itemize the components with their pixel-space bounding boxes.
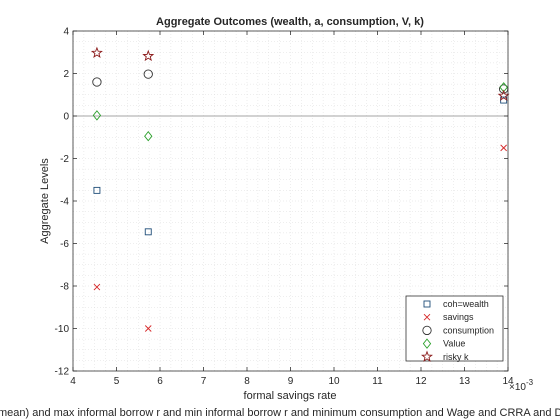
x-tick-label: 5: [114, 376, 120, 387]
legend-box: [405, 295, 504, 362]
y-axis-label: Aggregate Levels: [39, 158, 51, 244]
data-point-savings: [500, 144, 507, 152]
legend-entry-label: savings: [443, 312, 474, 322]
data-points: [90, 46, 510, 332]
x-tick-label: 8: [244, 376, 250, 387]
x-exponent-power: -3: [526, 378, 534, 387]
x-exponent-base: ×10: [509, 382, 526, 393]
data-point-risky-k: [90, 46, 103, 58]
data-point-coh-wealth: [144, 228, 152, 236]
y-tick-label: -10: [55, 324, 70, 335]
y-tick-label: -4: [60, 197, 69, 208]
x-tick-label: 11: [372, 376, 383, 387]
y-tick-label: -12: [55, 367, 70, 378]
legend-marker: [422, 338, 432, 349]
x-tick-label: 14: [502, 376, 514, 387]
data-point-consumption: [92, 77, 102, 87]
legend-marker: [422, 325, 432, 336]
legend-entry-label: Value: [443, 339, 465, 349]
x-tick-label: 13: [459, 376, 471, 387]
legend: coh=wealth savings consumption Value risky k: [405, 295, 504, 362]
legend-marker: [423, 313, 431, 321]
y-tick-label: -2: [60, 154, 69, 165]
data-point-value: [144, 130, 153, 142]
legend-entry-label: coh=wealth: [443, 299, 489, 309]
chart-title: Aggregate Outcomes (wealth, a, consumpti…: [156, 16, 424, 28]
y-tick-label: 4: [63, 27, 69, 38]
x-tick-label: 10: [328, 376, 340, 387]
data-point-risky-k: [142, 49, 155, 62]
x-tick-label: 4: [70, 376, 76, 387]
y-tick-label: -6: [60, 239, 69, 250]
axis-ticks: 4 5 6 7 8 9 10 11 12 13 14 -12 -10 -8 -6 -4 -2 0 2 4: [55, 27, 514, 388]
bottom-caption: mean) and max informal borrow r and min …: [0, 407, 560, 419]
data-point-coh-wealth: [93, 186, 101, 194]
legend-marker: [421, 350, 433, 362]
legend-marker: [423, 300, 431, 308]
x-tick-label: 12: [415, 376, 427, 387]
x-tick-label: 6: [157, 376, 163, 387]
data-point-savings: [93, 283, 101, 291]
data-point-savings: [144, 325, 152, 332]
x-tick-label: 9: [288, 376, 294, 387]
data-point-risky-k: [497, 89, 510, 101]
data-point-value: [92, 110, 102, 121]
y-tick-label: 0: [63, 112, 69, 123]
y-tick-label: -8: [60, 282, 69, 293]
x-exponent: ×10-3: [509, 378, 534, 393]
legend-entry-label: risky k: [443, 352, 469, 362]
legend-entry-label: consumption: [443, 325, 494, 335]
plot-frame: [72, 30, 509, 372]
x-axis-label: formal savings rate: [244, 390, 337, 402]
y-tick-label: 2: [63, 69, 69, 80]
data-point-consumption: [143, 69, 153, 79]
x-tick-label: 7: [201, 376, 207, 387]
